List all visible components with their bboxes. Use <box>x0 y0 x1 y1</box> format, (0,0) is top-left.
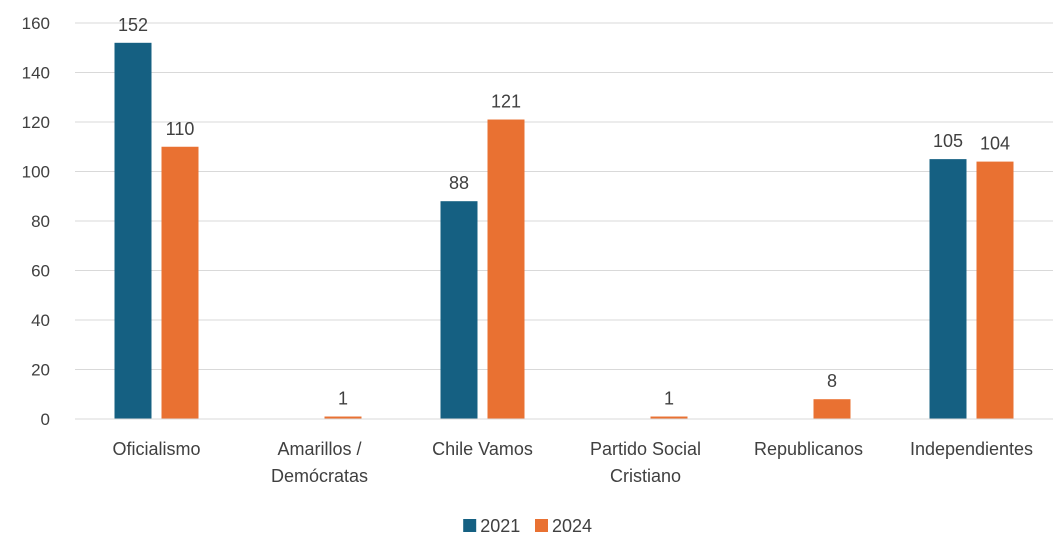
y-tick-label: 40 <box>31 311 50 330</box>
y-tick-label: 0 <box>41 410 50 429</box>
bar-2024-5 <box>976 161 1014 419</box>
y-tick-label: 140 <box>22 64 50 83</box>
gridlines <box>75 22 1053 420</box>
bar-2024-3 <box>650 416 688 419</box>
bar-2021-0 <box>114 42 152 420</box>
data-label-2021-0: 152 <box>118 15 148 35</box>
x-axis: Oficialismo Amarillos / Demócratas Chile Va… <box>75 418 1053 486</box>
category-label: Republicanos <box>754 439 863 459</box>
category-label: Cristiano <box>610 466 681 486</box>
y-tick-label: 60 <box>31 262 50 281</box>
bar-2024-4 <box>813 399 851 419</box>
legend-label-2021: 2021 <box>480 516 520 536</box>
category-label: Oficialismo <box>112 439 200 459</box>
bar-2021-5 <box>929 159 967 419</box>
category-label: Amarillos / <box>277 439 361 459</box>
legend: 2021 2024 <box>463 516 592 536</box>
y-tick-label: 100 <box>22 163 50 182</box>
data-label-2024-1: 1 <box>338 389 348 409</box>
category-label: Partido Social <box>590 439 701 459</box>
legend-swatch-2024 <box>535 519 548 532</box>
data-label-2024-3: 1 <box>664 389 674 409</box>
bar-2024-1 <box>324 416 362 419</box>
legend-label-2024: 2024 <box>552 516 592 536</box>
category-label: Independientes <box>910 439 1033 459</box>
bar-2021-2 <box>440 201 478 419</box>
y-axis: 0 20 40 60 80 100 120 140 160 <box>22 14 50 429</box>
y-tick-label: 120 <box>22 113 50 132</box>
data-label-2024-4: 8 <box>827 371 837 391</box>
category-label: Demócratas <box>271 466 368 486</box>
y-tick-label: 80 <box>31 212 50 231</box>
data-label-2024-2: 121 <box>491 92 521 112</box>
bars <box>114 42 1014 420</box>
data-label-2024-5: 104 <box>980 134 1010 154</box>
y-tick-label: 20 <box>31 361 50 380</box>
bar-2024-0 <box>161 146 199 419</box>
data-labels: 152 88 105 110 1 121 1 8 104 <box>118 15 1010 409</box>
data-label-2021-5: 105 <box>933 131 963 151</box>
legend-swatch-2021 <box>463 519 477 532</box>
bar-2024-2 <box>487 119 525 420</box>
data-label-2021-2: 88 <box>449 173 469 193</box>
y-tick-label: 160 <box>22 14 50 33</box>
data-label-2024-0: 110 <box>166 119 195 139</box>
category-label: Chile Vamos <box>432 439 533 459</box>
